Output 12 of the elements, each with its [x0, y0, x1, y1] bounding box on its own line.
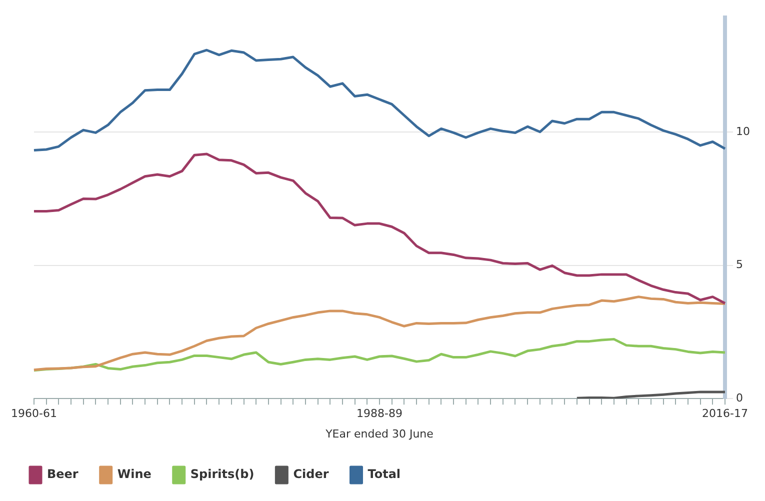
x-tick-label: 1960-61 — [10, 407, 57, 420]
y-tick-label: 5 — [736, 258, 744, 272]
x-tick-label: 1988-89 — [356, 407, 402, 420]
y-tick-label: 10 — [736, 125, 750, 138]
x-axis-title: YEar ended 30 June — [324, 427, 434, 440]
y-tick-label: 0 — [736, 391, 744, 404]
x-tick-label: 2016-17 — [702, 407, 748, 420]
legend-label: Spirits(b) — [190, 467, 254, 482]
legend-label: Beer — [47, 467, 78, 482]
legend-label: Total — [368, 467, 401, 482]
legend-label: Wine — [117, 467, 152, 482]
legend-label: Cider — [293, 467, 329, 482]
